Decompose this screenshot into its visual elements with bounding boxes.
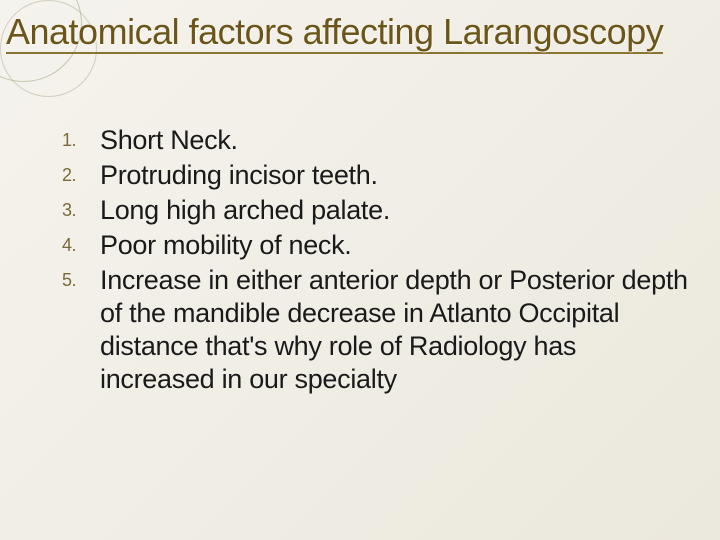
list-text: Poor mobility of neck. <box>100 229 352 262</box>
list-number: 5. <box>62 264 100 291</box>
list-text: Long high arched palate. <box>100 194 390 227</box>
list-number: 2. <box>62 159 100 186</box>
list-number: 1. <box>62 124 100 151</box>
list-text: Short Neck. <box>100 124 238 157</box>
list-number: 3. <box>62 194 100 221</box>
list-item: 5. Increase in either anterior depth or … <box>62 264 690 396</box>
list-number: 4. <box>62 229 100 256</box>
slide-title: Anatomical factors affecting Larangoscop… <box>6 12 663 54</box>
list-text: Increase in either anterior depth or Pos… <box>100 264 690 396</box>
factors-list: 1. Short Neck. 2. Protruding incisor tee… <box>62 124 690 398</box>
list-item: 2. Protruding incisor teeth. <box>62 159 690 192</box>
list-text: Protruding incisor teeth. <box>100 159 378 192</box>
list-item: 1. Short Neck. <box>62 124 690 157</box>
list-item: 3. Long high arched palate. <box>62 194 690 227</box>
list-item: 4. Poor mobility of neck. <box>62 229 690 262</box>
